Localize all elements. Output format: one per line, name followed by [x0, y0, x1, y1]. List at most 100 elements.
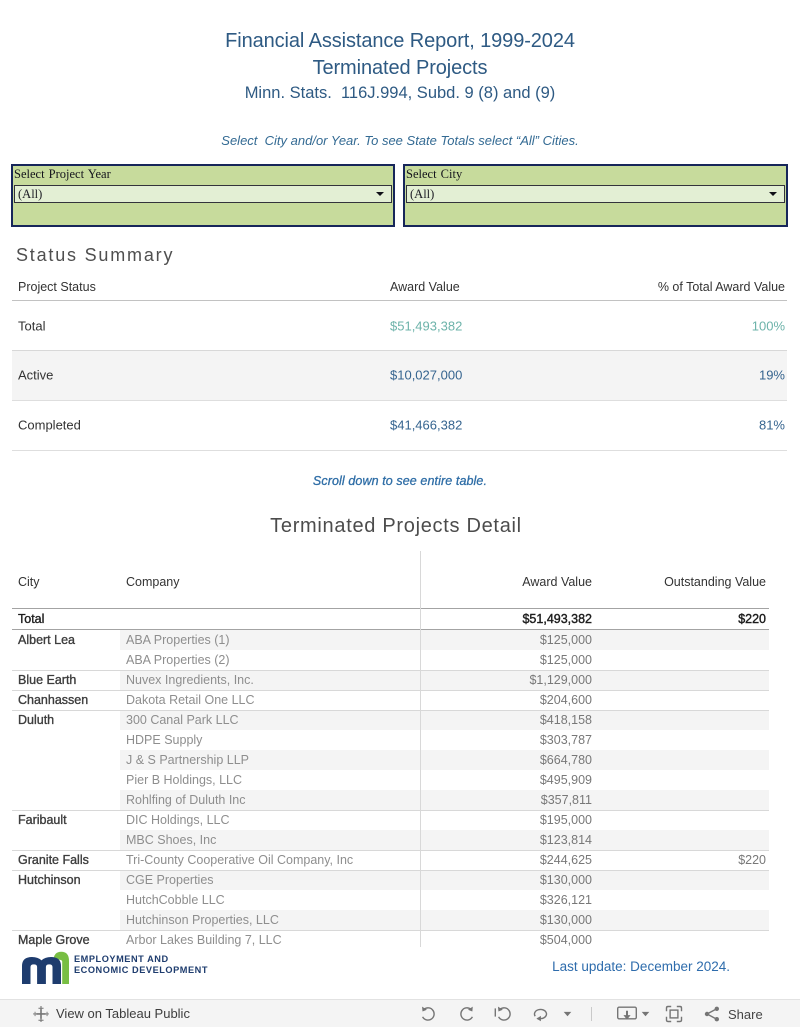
fullscreen-icon — [665, 1005, 683, 1023]
detail-table-row[interactable]: J & S Partnership LLP $664,780 — [12, 750, 769, 770]
column-header-award-value: Award Value — [522, 575, 592, 589]
refresh-icon — [533, 1008, 548, 1022]
dropdown-caret-icon — [769, 192, 777, 196]
detail-award-value: $418,158 — [539, 713, 592, 727]
detail-company: MBC Shoes, Inc — [126, 833, 217, 847]
tableau-toolbar: View on Tableau Public — [0, 999, 800, 1027]
last-update-text: Last update: December 2024. — [552, 959, 730, 974]
detail-company: J & S Partnership LLP — [126, 753, 249, 767]
status-summary-table: Project Status Award Value % of Total Aw… — [12, 276, 787, 451]
detail-city: Blue Earth — [18, 673, 77, 687]
replay-button[interactable] — [494, 1005, 513, 1023]
detail-award-value: $130,000 — [539, 913, 592, 927]
detail-company: Pier B Holdings, LLC — [126, 773, 243, 787]
share-button[interactable]: Share — [703, 1005, 763, 1023]
detail-table-row[interactable]: Faribault DIC Holdings, LLC $195,000 — [12, 810, 769, 830]
status-summary-header: Project Status Award Value % of Total Aw… — [12, 276, 787, 301]
detail-table-header: City Company Award Value Outstanding Val… — [12, 551, 769, 609]
status-award-value: $41,466,382 — [390, 417, 463, 433]
detail-table-row[interactable]: Granite Falls Tri-County Cooperative Oil… — [12, 850, 769, 870]
detail-award-value: $664,780 — [539, 753, 592, 767]
status-pct-value: 19% — [758, 367, 785, 383]
detail-table-row[interactable]: MBC Shoes, Inc $123,814 — [12, 830, 769, 850]
detail-company: Arbor Lakes Building 7, LLC — [126, 933, 282, 947]
detail-award-value: $1,129,000 — [529, 673, 592, 687]
download-icon — [617, 1006, 638, 1020]
fullscreen-button[interactable] — [664, 1004, 684, 1024]
detail-award-value: $244,625 — [539, 853, 592, 867]
detail-award-value: $204,600 — [539, 693, 592, 707]
detail-city: Duluth — [18, 713, 55, 727]
detail-award-value: $123,814 — [539, 833, 592, 847]
status-pct-value: 100% — [751, 318, 785, 334]
report-title: Financial Assistance Report, 1999-2024 — [225, 30, 575, 52]
detail-award-value: $504,000 — [539, 933, 592, 947]
detail-table-row[interactable]: Chanhassen Dakota Retail One LLC $204,60… — [12, 690, 769, 710]
detail-table-row[interactable]: Blue Earth Nuvex Ingredients, Inc. $1,12… — [12, 670, 769, 690]
filter-city-value: (All) — [410, 186, 435, 201]
detail-table-row[interactable]: Albert Lea ABA Properties (1) $125,000 — [12, 630, 769, 650]
column-header-company: Company — [126, 575, 180, 589]
detail-company: ABA Properties (1) — [126, 633, 230, 647]
undo-icon — [421, 1006, 435, 1021]
detail-company: CGE Properties — [126, 873, 214, 887]
detail-company: ABA Properties (2) — [126, 653, 230, 667]
dropdown-caret-icon — [376, 192, 384, 196]
filter-city-select[interactable]: (All) — [406, 185, 785, 203]
column-header-project-status: Project Status — [18, 280, 96, 294]
filter-city: Select City (All) — [403, 164, 788, 227]
status-summary-title: Status Summary — [16, 245, 175, 265]
refresh-button[interactable] — [532, 1005, 556, 1023]
detail-table-row[interactable]: Pier B Holdings, LLC $495,909 — [12, 770, 769, 790]
detail-city: Hutchinson — [18, 873, 81, 887]
status-summary-row[interactable]: Active $10,027,000 19% — [12, 350, 787, 401]
detail-city: Albert Lea — [18, 633, 75, 647]
status-summary-row[interactable]: Total $51,493,382 100% — [12, 301, 787, 352]
detail-city: Granite Falls — [18, 853, 89, 867]
detail-table-row[interactable]: HutchCobble LLC $326,121 — [12, 890, 769, 910]
view-on-tableau-public-link[interactable]: View on Tableau Public — [33, 1005, 190, 1022]
detail-table-row[interactable]: HDPE Supply $303,787 — [12, 730, 769, 750]
share-icon — [704, 1006, 719, 1022]
detail-company: HDPE Supply — [126, 733, 203, 747]
filter-project-year-label: Select Project Year — [14, 167, 111, 181]
column-divider — [420, 551, 421, 947]
toolbar-separator — [591, 1007, 592, 1021]
mn-deed-logo-text: EMPLOYMENT AND ECONOMIC DEVELOPMENT — [74, 954, 209, 975]
detail-award-value: $195,000 — [539, 813, 592, 827]
view-on-tableau-public-label: View on Tableau Public — [56, 1006, 190, 1021]
detail-table-row[interactable]: Maple Grove Arbor Lakes Building 7, LLC … — [12, 930, 769, 947]
refresh-menu-button[interactable] — [563, 1011, 572, 1017]
detail-company: Dakota Retail One LLC — [126, 693, 255, 707]
download-button[interactable] — [616, 1005, 638, 1024]
detail-total-award: $51,493,382 — [522, 612, 592, 626]
detail-company: Rohlfing of Duluth Inc — [126, 793, 246, 807]
report-subtitle: Terminated Projects — [312, 57, 488, 79]
detail-company: HutchCobble LLC — [126, 893, 225, 907]
caret-down-icon — [641, 1011, 650, 1017]
detail-table-row[interactable]: Hutchinson CGE Properties $130,000 — [12, 870, 769, 890]
tableau-logo-icon — [33, 1005, 49, 1022]
mn-deed-logo — [21, 951, 70, 989]
status-award-value: $51,493,382 — [390, 318, 463, 334]
detail-table-row[interactable]: Hutchinson Properties, LLC $130,000 — [12, 910, 769, 930]
status-award-value: $10,027,000 — [390, 367, 463, 383]
detail-total-outstanding: $220 — [738, 612, 766, 626]
redo-button[interactable] — [458, 1005, 476, 1023]
detail-table-row[interactable]: Duluth 300 Canal Park LLC $418,158 — [12, 710, 769, 730]
undo-button[interactable] — [419, 1005, 437, 1023]
detail-table-row[interactable]: ABA Properties (2) $125,000 — [12, 650, 769, 670]
report-statute: Minn. Stats. 116J.994, Subd. 9 (8) and (… — [244, 84, 556, 102]
detail-company: Hutchinson Properties, LLC — [126, 913, 279, 927]
detail-award-value: $303,787 — [539, 733, 592, 747]
detail-total-row[interactable]: Total $51,493,382 $220 — [12, 609, 769, 630]
detail-table-row[interactable]: Rohlfing of Duluth Inc $357,811 — [12, 790, 769, 810]
status-summary-row[interactable]: Completed $41,466,382 81% — [12, 401, 787, 451]
filter-project-year-select[interactable]: (All) — [14, 185, 392, 203]
share-label: Share — [728, 1006, 763, 1022]
detail-city: Faribault — [18, 813, 67, 827]
filter-instruction: Select City and/or Year. To see State To… — [221, 133, 579, 148]
status-label: Total — [18, 318, 46, 334]
detail-outstanding-value: $220 — [738, 853, 766, 867]
download-menu-button[interactable] — [641, 1011, 650, 1017]
